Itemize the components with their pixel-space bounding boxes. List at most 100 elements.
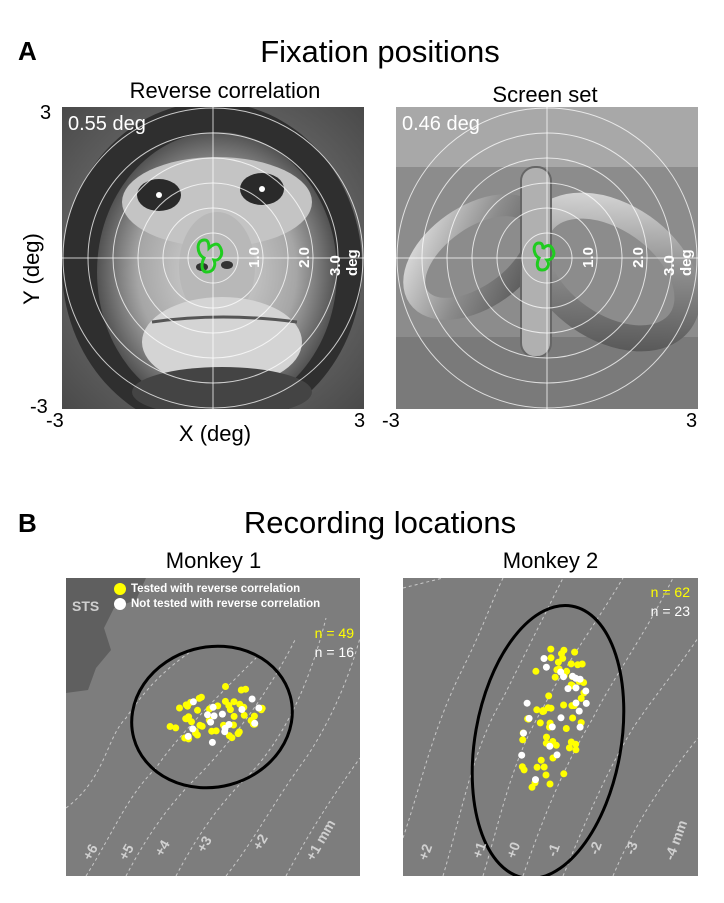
monkey2-tested-site [540, 763, 548, 771]
monkey2-tested-site [560, 770, 568, 778]
monkey2-tested-site [543, 733, 550, 741]
legend-not-tested-label: Not tested with reverse correlation [131, 598, 321, 610]
monkey1-untested-site [208, 738, 216, 746]
monkey2-untested-site [548, 723, 556, 731]
monkey2-tested-site [545, 692, 553, 700]
y-tick-bottom: -3 [30, 396, 48, 418]
monkey2-untested-site [557, 714, 565, 722]
monkey2-tested-site [560, 701, 568, 709]
monkey1-tested-site [222, 683, 229, 690]
legend-not-tested: Not tested with reverse correlation [114, 598, 320, 610]
left-spread-label: 0.55 deg [68, 113, 146, 135]
monkey2-untested-site [572, 684, 580, 692]
monkey2-untested-site [564, 685, 572, 693]
monkey1-untested-site [209, 703, 217, 711]
monkey2-tested-site [540, 707, 548, 715]
monkey2-tested-site [533, 706, 541, 714]
monkey2-tested-site [532, 667, 540, 675]
monkey1-untested-site [238, 706, 246, 713]
monkey2-tested-site [571, 648, 579, 656]
monkey1-tested-site [194, 706, 201, 714]
monkey2-tested-site [537, 756, 545, 764]
x-tick-left-right-panel: -3 [382, 410, 400, 432]
monkey1-tested-site [240, 711, 248, 719]
monkey2-svg [403, 578, 698, 876]
monkey2-untested-site [520, 729, 527, 737]
monkey2-tested-site [519, 736, 527, 744]
monkey2-tested-site [565, 744, 573, 752]
tested-dot-icon [114, 583, 126, 595]
monkey2-tested-site [546, 780, 554, 788]
monkey2-n-tested: n = 62 [650, 584, 690, 600]
left-image-title: Reverse correlation [129, 78, 321, 103]
monkey1-tested-site [172, 724, 180, 732]
monkey1-tested-site [250, 712, 258, 720]
y-axis-label: Y (deg) [19, 233, 44, 305]
monkey2-tested-site [542, 771, 550, 779]
fixation-outline-right [532, 241, 556, 272]
fixation-outline [196, 238, 224, 274]
right-spread-label: 0.46 deg [402, 113, 480, 135]
x-tick-right-right-panel: 3 [686, 410, 698, 432]
degree-rings [62, 107, 364, 409]
monkey2-tested-site [578, 660, 586, 668]
screen-set-image: 0.46 deg 1.0 2.0 3.0 deg [396, 107, 698, 409]
monkey2-untested-site [582, 687, 590, 695]
monkey1-untested-site [255, 704, 263, 712]
monkey1-tested-site [228, 734, 236, 742]
monkey2-tested-site [533, 763, 541, 771]
monkey2-tested-site [577, 694, 585, 702]
monkey1-tested-site [237, 686, 245, 694]
monkey1-untested-site [248, 695, 256, 703]
monkey2-untested-site [525, 714, 533, 722]
monkey2-tested-site [547, 654, 555, 662]
monkey1-tested-site [235, 728, 243, 736]
monkey1-map: STS Tested with reverse correlation Not … [66, 578, 360, 876]
monkey1-tested-site [176, 704, 183, 712]
monkey1-untested-site [184, 732, 192, 740]
monkey1-tested-site [196, 721, 204, 729]
monkey2-untested-site [540, 655, 548, 662]
monkey1-untested-site [218, 710, 226, 718]
monkey2-untested-site [576, 723, 584, 731]
monkey2-tested-site [554, 658, 562, 666]
monkey1-tested-site [221, 697, 229, 705]
panel-a-title: Fixation positions [260, 34, 500, 69]
monkey2-untested-site [546, 742, 554, 750]
ring-label-2-right: 2.0 [629, 247, 647, 268]
ring-label-1-right: 1.0 [579, 247, 597, 268]
legend-tested-label: Tested with reverse correlation [131, 583, 301, 595]
monkey1-untested-site [251, 719, 259, 727]
monkey2-untested-site [575, 707, 583, 715]
right-image-title: Screen set [492, 82, 598, 107]
monkey1-tested-site [230, 698, 238, 706]
monkey1-n-tested: n = 49 [314, 625, 354, 641]
monkey2-tested-site [562, 725, 570, 732]
monkey2-title: Monkey 2 [502, 548, 599, 573]
monkey1-legend: Tested with reverse correlation Not test… [114, 583, 320, 610]
monkey1-untested-site [221, 724, 229, 732]
monkey2-untested-site [553, 751, 561, 759]
x-tick-right: 3 [354, 410, 366, 432]
monkey2-untested-site [542, 663, 550, 671]
monkey1-n-not-tested: n = 16 [314, 644, 354, 660]
ring-label-3-right: 3.0 deg [661, 249, 695, 276]
monkey2-untested-site [557, 668, 565, 676]
legend-tested: Tested with reverse correlation [114, 583, 320, 595]
monkey1-untested-site [210, 712, 218, 720]
panel-a-letter: A [18, 36, 37, 66]
monkey2-untested-site [572, 699, 580, 707]
monkey2-n-not-tested: n = 23 [650, 603, 690, 619]
monkey2-tested-site [567, 738, 575, 746]
y-tick-top: 3 [40, 102, 52, 124]
monkey2-untested-site [582, 699, 590, 707]
monkey2-map: n = 62 n = 23 +2 +1 +0 -1 -2 -3 -4 mm [403, 578, 698, 876]
sts-label: STS [72, 598, 100, 614]
monkey2-tested-site [551, 673, 559, 681]
x-axis-label: X (deg) [178, 421, 252, 446]
monkey1-untested-site [189, 725, 197, 733]
degree-rings-right [396, 107, 698, 409]
monkey1-tested-site [166, 723, 174, 730]
monkey2-untested-site [523, 699, 531, 707]
monkey1-tested-site [212, 727, 220, 735]
